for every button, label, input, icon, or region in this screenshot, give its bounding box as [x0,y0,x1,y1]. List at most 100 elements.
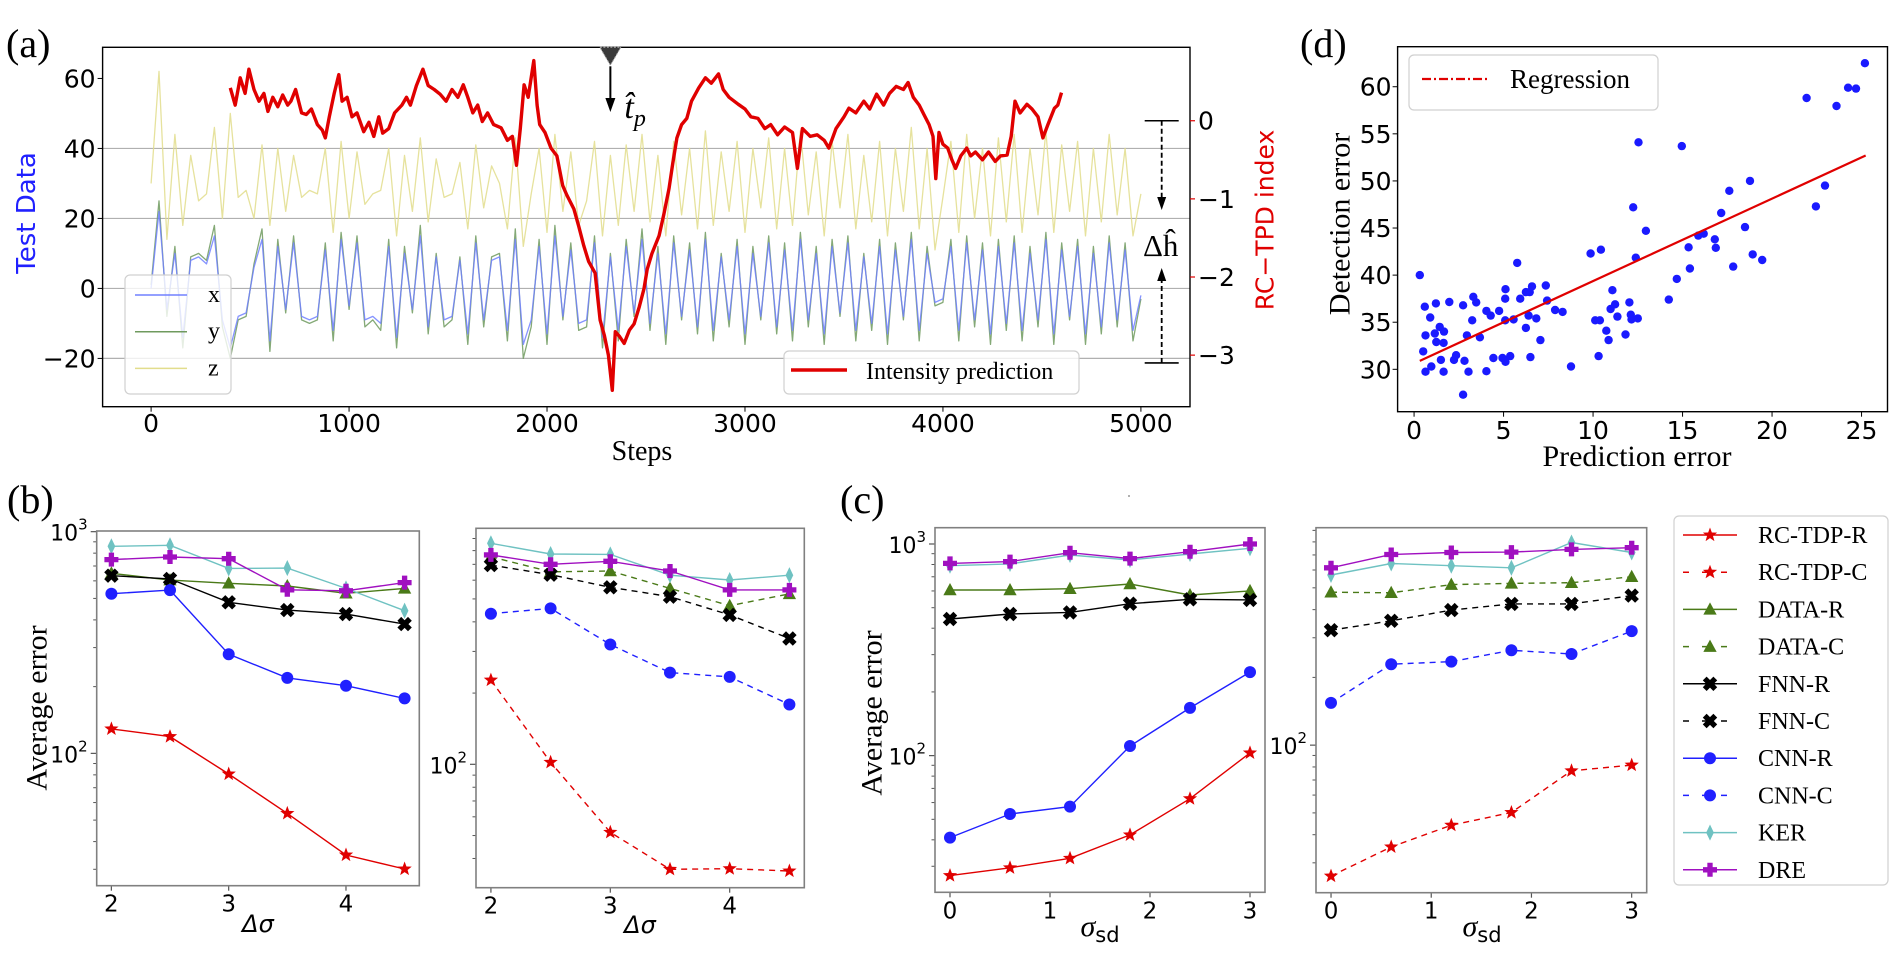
scatter-point [1451,351,1461,360]
data-marker-data-c [1444,577,1458,590]
scatter-point [1610,300,1620,309]
tp-label: t̂p [624,89,645,132]
x-tick-label: 15 [1667,416,1699,445]
data-marker-cnn-r [281,671,294,684]
y-tick-label: 45 [1360,214,1392,243]
data-marker-rc-tdp-r [162,729,178,743]
c-left-xlabel-symbol: σ [1080,910,1096,943]
data-marker-ker [107,538,116,555]
data-marker-ker [487,535,495,552]
scatter-point [1532,314,1541,323]
legend-marker-circle-icon [1704,789,1716,802]
data-marker-data-r [943,583,957,596]
legend-label-regression: Regression [1510,64,1630,94]
legend-marker-triangle-icon [1703,639,1717,652]
series-line-ker [1330,541,1632,576]
legend-label: FNN-R [1758,672,1830,698]
data-marker-cnn-r [222,648,235,661]
y-tick-label-base: 10 [50,743,78,768]
b-ylabel: Average error [21,625,54,790]
data-marker-cnn-c [1625,625,1638,638]
data-marker-fnn-r [397,616,412,632]
legend-label: FNN-C [1758,709,1830,735]
scatter-point [1550,305,1560,315]
x-tick-label: 0 [943,898,958,924]
legend-label-intensity-prediction: Intensity prediction [866,359,1053,385]
d-plot-frame [1396,46,1889,413]
y-tick-label-base: 10 [50,522,78,547]
scatter-point [1820,181,1830,190]
c-right-xlabel: σsd [1462,910,1501,947]
legend-marker-circle-icon [1704,752,1716,765]
y-tick-label: 103 [888,528,926,559]
data-marker-cnn-r [164,584,176,597]
y-tick-label: 102 [888,740,926,771]
scatter-point [1860,59,1870,68]
y-tick-label: 30 [1360,355,1392,384]
data-marker-rc-tdp-r [338,847,354,862]
series-line-rc-tdp-c [490,679,790,872]
series-line-ker [490,542,790,581]
data-marker-rc-tdp-c [483,672,499,687]
scatter-point [1633,314,1643,323]
scatter-point [1685,264,1695,273]
series-line-ker [949,547,1251,567]
scatter-point [1811,202,1821,211]
data-marker-rc-tdp-c [662,861,678,876]
panel-label-b: (b) [7,477,54,522]
data-marker-dre [1564,542,1579,557]
y-tick-label-base: 10 [888,534,916,559]
b-right-xlabel: Δσ [622,911,656,939]
x-tick-label: 10 [1577,416,1609,445]
data-marker-data-r [1003,583,1017,596]
legend-marker-star-icon [1702,527,1718,542]
data-marker-cnn-r [1184,701,1196,714]
scatter-point [1832,101,1841,111]
data-marker-dre [339,583,353,598]
scatter-point [1419,347,1428,356]
y-tick-label: 35 [1360,308,1392,337]
series-line-cnn-c [1330,630,1632,704]
data-marker-dre [1063,545,1077,560]
series-line-cnn-r [111,589,405,700]
data-marker-rc-tdp-r [397,861,412,876]
legend-item-cnn-c: CNN-C [1683,783,1833,809]
y-tick-label: 20 [64,204,96,233]
data-marker-rc-tdp-r [1242,745,1258,759]
data-marker-ker [1507,559,1516,576]
b-left-xlabel: Δσ [240,910,274,938]
scatter-point [1725,186,1734,195]
x-tick-label: 5000 [1109,409,1173,438]
a-legend-xyz: xyz [124,274,232,395]
scatter-point [1439,367,1448,376]
scatter-point [1602,326,1611,335]
scatter-point [1566,362,1576,371]
data-marker-fnn-r [942,611,958,627]
data-marker-ker [400,602,409,619]
x-tick-label: 5 [1496,416,1512,445]
scatter-point [1421,367,1430,376]
data-marker-data-c [1324,585,1338,598]
data-marker-dre [1384,547,1399,562]
panel-a: 0 1000 2000 3000 4000 5000 −20 0 20 40 60 −3 −2 −1 0 xy… [43,46,1235,438]
data-marker-dre [280,582,295,597]
legend-marker-x-filled-icon [1702,676,1718,692]
data-marker-data-c [1504,576,1519,589]
legend-item-rc-tdp-r: RC-TDP-R [1683,523,1867,549]
x-tick-label: 3 [603,894,618,920]
y-tick-label-exponent: 2 [457,748,467,766]
scatter-point [1558,307,1567,317]
legend-item-cnn-r: CNN-R [1683,746,1833,772]
y-tick-label: 103 [50,516,88,547]
data-marker-rc-tdp-c [782,863,797,878]
x-tick-label: 4 [339,892,354,918]
legend-label-z: z [208,355,219,381]
data-marker-fnn-r [1002,606,1018,622]
a-xlabel: Steps [612,436,673,467]
data-marker-rc-tdp-c [603,824,618,839]
scatter-point [1506,351,1515,361]
scatter-point [1426,313,1435,322]
scatter-point [1501,294,1510,303]
